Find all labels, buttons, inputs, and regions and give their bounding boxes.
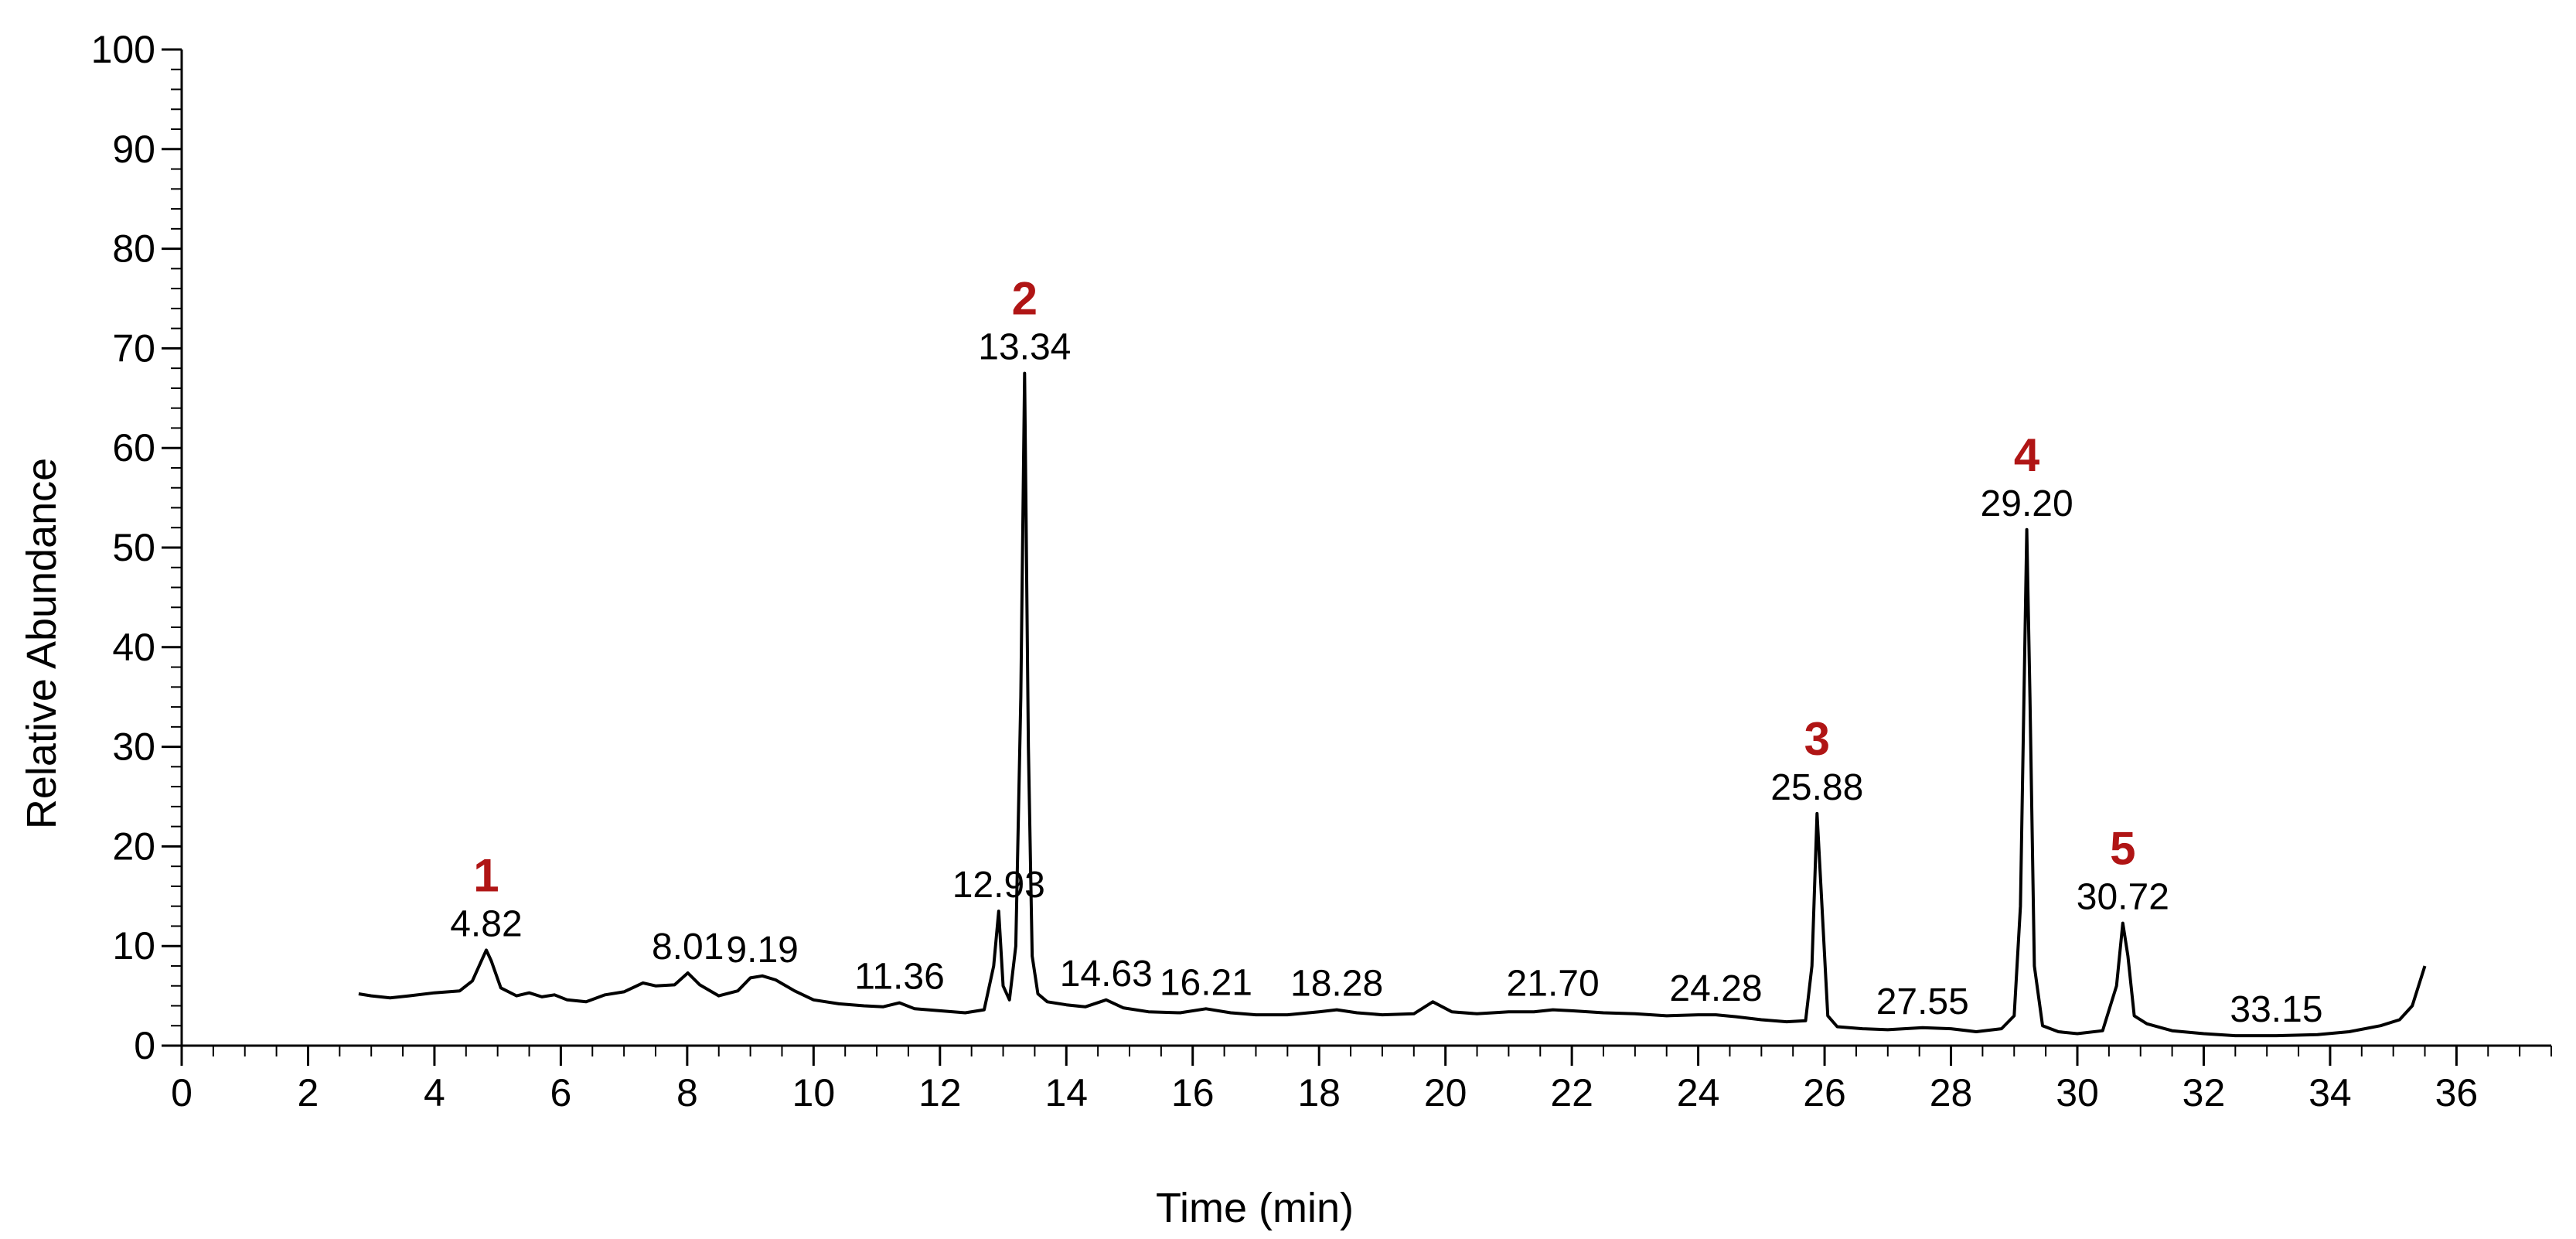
peak-time-label: 12.93 (952, 865, 1045, 906)
y-axis-ticks: 0 10 20 30 40 50 60 70 80 90 100 (91, 28, 182, 1067)
peak-labels-layer: 4.821 8.01 9.19 11.36 12.93 13.342 14.63 16.21 1… (450, 273, 2322, 1031)
peak-number-label: 2 (1012, 273, 1038, 325)
peak-time-label: 16.21 (1160, 962, 1252, 1003)
peak-number-label: 5 (2110, 823, 2135, 875)
x-tick-label: 28 (1930, 1071, 1973, 1114)
peak-time-label: 4.82 (450, 903, 522, 944)
axes (180, 49, 2551, 1047)
x-tick-label: 6 (550, 1071, 571, 1114)
y-tick-label: 50 (112, 526, 155, 569)
y-tick-label: 10 (112, 924, 155, 968)
peak-time-label: 29.20 (1981, 483, 2073, 524)
x-tick-label: 12 (918, 1071, 962, 1114)
peak-time-label: 9.19 (726, 930, 798, 971)
peak-time-label: 18.28 (1290, 964, 1383, 1005)
y-tick-label: 70 (112, 326, 155, 370)
x-tick-label: 10 (792, 1071, 836, 1114)
y-tick-label: 100 (91, 28, 155, 71)
x-axis-title: Time (min) (1156, 1185, 1354, 1231)
x-tick-label: 14 (1044, 1071, 1088, 1114)
x-tick-label: 20 (1424, 1071, 1467, 1114)
x-axis-ticks: 0 2 4 6 8 10 12 14 16 18 20 22 24 26 28 30 32 34 36 (171, 1046, 2552, 1114)
peak-time-label: 8.01 (652, 927, 724, 968)
peak-time-label: 27.55 (1876, 981, 1969, 1022)
peak-time-label: 13.34 (978, 327, 1071, 368)
peak-number-label: 3 (1804, 713, 1830, 765)
peak-time-label: 11.36 (854, 957, 945, 998)
x-tick-label: 32 (2182, 1071, 2226, 1114)
peak-time-label: 24.28 (1669, 968, 1762, 1009)
x-tick-label: 36 (2435, 1071, 2479, 1114)
x-tick-label: 30 (2056, 1071, 2099, 1114)
chromatogram-trace (358, 371, 2427, 1038)
x-tick-label: 18 (1297, 1071, 1341, 1114)
x-tick-label: 16 (1171, 1071, 1215, 1114)
x-tick-label: 22 (1550, 1071, 1593, 1114)
y-tick-label: 60 (112, 426, 155, 469)
series-layer (358, 371, 2427, 1038)
peak-time-label: 25.88 (1770, 767, 1863, 808)
y-tick-label: 30 (112, 725, 155, 769)
peak-time-label: 14.63 (1060, 954, 1153, 995)
peak-time-label: 30.72 (2077, 877, 2169, 918)
x-tick-label: 2 (298, 1071, 319, 1114)
x-tick-label: 24 (1677, 1071, 1720, 1114)
y-tick-label: 0 (134, 1024, 155, 1067)
x-tick-label: 8 (676, 1071, 698, 1114)
y-tick-label: 20 (112, 824, 155, 868)
y-tick-label: 40 (112, 626, 155, 669)
y-axis-title: Relative Abundance (19, 458, 65, 829)
peak-time-label: 21.70 (1507, 964, 1600, 1005)
peak-number-label: 4 (2014, 429, 2040, 481)
y-tick-label: 90 (112, 128, 155, 171)
peak-number-label: 1 (473, 849, 499, 901)
x-tick-label: 4 (424, 1071, 445, 1114)
x-tick-label: 26 (1803, 1071, 1846, 1114)
y-tick-label: 80 (112, 227, 155, 271)
x-tick-label: 34 (2309, 1071, 2352, 1114)
x-tick-label: 0 (171, 1071, 193, 1114)
peak-time-label: 33.15 (2230, 989, 2322, 1030)
